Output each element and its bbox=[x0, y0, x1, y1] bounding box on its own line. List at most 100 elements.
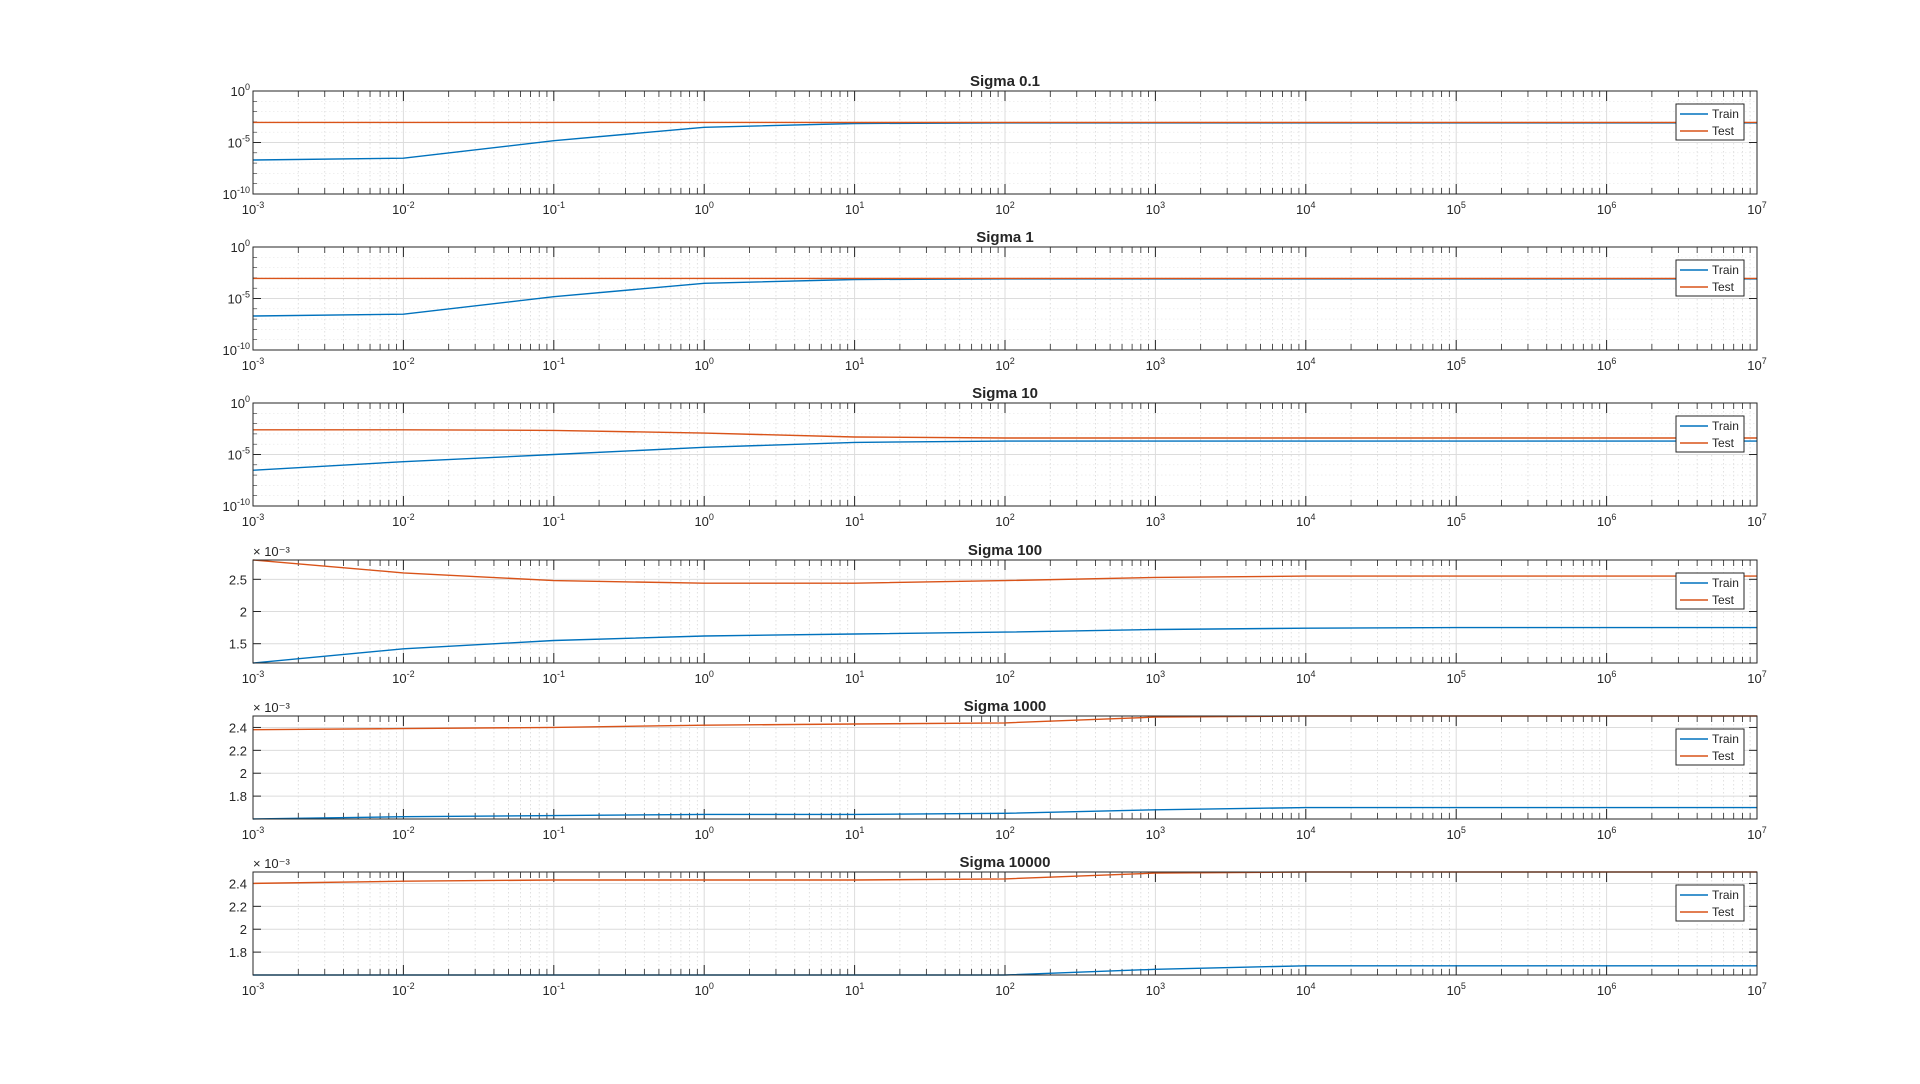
x-tick-label-exp: 6 bbox=[1611, 981, 1616, 991]
x-tick-label-exp: 0 bbox=[709, 825, 714, 835]
legend-label-test: Test bbox=[1712, 124, 1735, 138]
x-tick-label-base: 10 bbox=[694, 514, 708, 529]
x-tick-label-exp: -1 bbox=[557, 512, 565, 522]
x-tick-label-base: 10 bbox=[1446, 202, 1460, 217]
y-tick-label: 1.8 bbox=[229, 789, 247, 804]
legend-label-train: Train bbox=[1712, 888, 1739, 902]
x-tick-label-exp: 2 bbox=[1010, 981, 1015, 991]
x-tick-label-exp: -3 bbox=[256, 669, 264, 679]
x-tick-label: 10-3 bbox=[242, 825, 264, 842]
x-tick-label: 105 bbox=[1446, 981, 1465, 998]
x-tick-label-base: 10 bbox=[1296, 827, 1310, 842]
x-tick-label: 101 bbox=[845, 669, 864, 686]
x-tick-label: 10-2 bbox=[392, 356, 414, 373]
legend-box bbox=[1675, 728, 1745, 766]
y-tick-label: 100 bbox=[231, 394, 250, 411]
subplot-5: 10-3 10-2 10-1 100 101 102 103 104 105 106 1071.82… bbox=[229, 698, 1767, 842]
legend-label-test: Test bbox=[1712, 593, 1735, 607]
x-tick-label-exp: 2 bbox=[1010, 669, 1015, 679]
x-tick-label-base: 10 bbox=[1597, 827, 1611, 842]
legend: Train Test bbox=[1675, 884, 1745, 922]
legend-box bbox=[1675, 259, 1745, 297]
x-tick-label: 107 bbox=[1747, 981, 1766, 998]
subplot-title: Sigma 1000 bbox=[964, 698, 1047, 715]
x-tick-label-base: 10 bbox=[1446, 827, 1460, 842]
legend: Train Test bbox=[1675, 572, 1745, 610]
x-tick-label-exp: 7 bbox=[1762, 669, 1767, 679]
x-tick-label: 10-1 bbox=[543, 825, 565, 842]
x-tick-label-exp: 6 bbox=[1611, 669, 1616, 679]
legend-box bbox=[1675, 884, 1745, 922]
x-tick-label-exp: 1 bbox=[859, 356, 864, 366]
x-tick-label: 100 bbox=[694, 512, 713, 529]
x-tick-label: 104 bbox=[1296, 356, 1315, 373]
axes-frame bbox=[252, 871, 1758, 976]
x-tick-label: 10-1 bbox=[543, 356, 565, 373]
series-line-train bbox=[252, 806, 1757, 820]
series-line-train bbox=[252, 626, 1757, 664]
x-tick-label-exp: -2 bbox=[407, 200, 415, 210]
y-tick-label-base: 10 bbox=[231, 84, 245, 99]
x-tick-label-exp: 5 bbox=[1461, 669, 1466, 679]
y-tick-label-exp: -5 bbox=[242, 446, 250, 456]
x-tick-label: 10-1 bbox=[543, 669, 565, 686]
x-tick-label-exp: 5 bbox=[1461, 825, 1466, 835]
x-tick-label: 107 bbox=[1747, 669, 1766, 686]
y-tick-label: 10-10 bbox=[223, 185, 250, 202]
x-tick-label: 10-2 bbox=[392, 825, 414, 842]
x-tick-label-base: 10 bbox=[392, 202, 406, 217]
y-tick-label-base: 10 bbox=[228, 136, 242, 151]
y-tick-label-exp: 0 bbox=[245, 238, 250, 248]
y-tick-label-base: 10 bbox=[223, 343, 237, 358]
x-tick-label-exp: 7 bbox=[1762, 356, 1767, 366]
y-multiplier: × 10⁻³ bbox=[253, 544, 291, 559]
x-tick-label-exp: -1 bbox=[557, 356, 565, 366]
x-tick-label-base: 10 bbox=[242, 983, 256, 998]
legend: Train Test bbox=[1675, 259, 1745, 297]
y-tick-label-exp: -10 bbox=[237, 341, 250, 351]
x-tick-label-exp: 4 bbox=[1311, 356, 1316, 366]
x-tick-label-base: 10 bbox=[694, 358, 708, 373]
x-tick-label: 10-3 bbox=[242, 981, 264, 998]
x-tick-label-base: 10 bbox=[694, 671, 708, 686]
x-tick-label-base: 10 bbox=[845, 983, 859, 998]
axes-frame bbox=[252, 559, 1758, 664]
x-tick-label-base: 10 bbox=[845, 358, 859, 373]
x-tick-label: 101 bbox=[845, 200, 864, 217]
x-tick-label-base: 10 bbox=[1296, 514, 1310, 529]
x-tick-label: 106 bbox=[1597, 512, 1616, 529]
x-tick-label-base: 10 bbox=[995, 827, 1009, 842]
x-tick-label-exp: 6 bbox=[1611, 356, 1616, 366]
series-line-train bbox=[252, 440, 1757, 471]
y-tick-label-exp: 0 bbox=[245, 394, 250, 404]
x-tick-label: 105 bbox=[1446, 512, 1465, 529]
x-tick-label-base: 10 bbox=[1296, 202, 1310, 217]
x-tick-label: 103 bbox=[1146, 200, 1165, 217]
x-tick-label-exp: -1 bbox=[557, 669, 565, 679]
x-tick-label-exp: 1 bbox=[859, 669, 864, 679]
x-tick-label-exp: -2 bbox=[407, 981, 415, 991]
legend: Train Test bbox=[1675, 103, 1745, 141]
y-tick-label: 1.5 bbox=[229, 637, 247, 652]
x-tick-label-base: 10 bbox=[1446, 671, 1460, 686]
x-tick-label-exp: -3 bbox=[256, 825, 264, 835]
x-tick-label-base: 10 bbox=[694, 983, 708, 998]
y-tick-label-base: 10 bbox=[231, 396, 245, 411]
y-tick-label: 2.5 bbox=[229, 572, 247, 587]
x-tick-label-exp: 6 bbox=[1611, 512, 1616, 522]
x-tick-label-exp: 2 bbox=[1010, 825, 1015, 835]
legend-label-train: Train bbox=[1712, 419, 1739, 433]
x-tick-label-base: 10 bbox=[1597, 983, 1611, 998]
y-tick-label-exp: -5 bbox=[242, 134, 250, 144]
y-tick-label: 2.4 bbox=[229, 876, 247, 891]
y-tick-label-exp: -10 bbox=[237, 497, 250, 507]
subplot-title: Sigma 100 bbox=[968, 542, 1042, 559]
legend-label-train: Train bbox=[1712, 732, 1739, 746]
x-tick-label-base: 10 bbox=[1747, 358, 1761, 373]
subplot-title: Sigma 10000 bbox=[960, 854, 1051, 871]
x-tick-label-exp: 0 bbox=[709, 356, 714, 366]
x-tick-label: 10-2 bbox=[392, 981, 414, 998]
x-tick-label-base: 10 bbox=[242, 671, 256, 686]
x-tick-label: 104 bbox=[1296, 512, 1315, 529]
series-line-test bbox=[253, 429, 1757, 439]
